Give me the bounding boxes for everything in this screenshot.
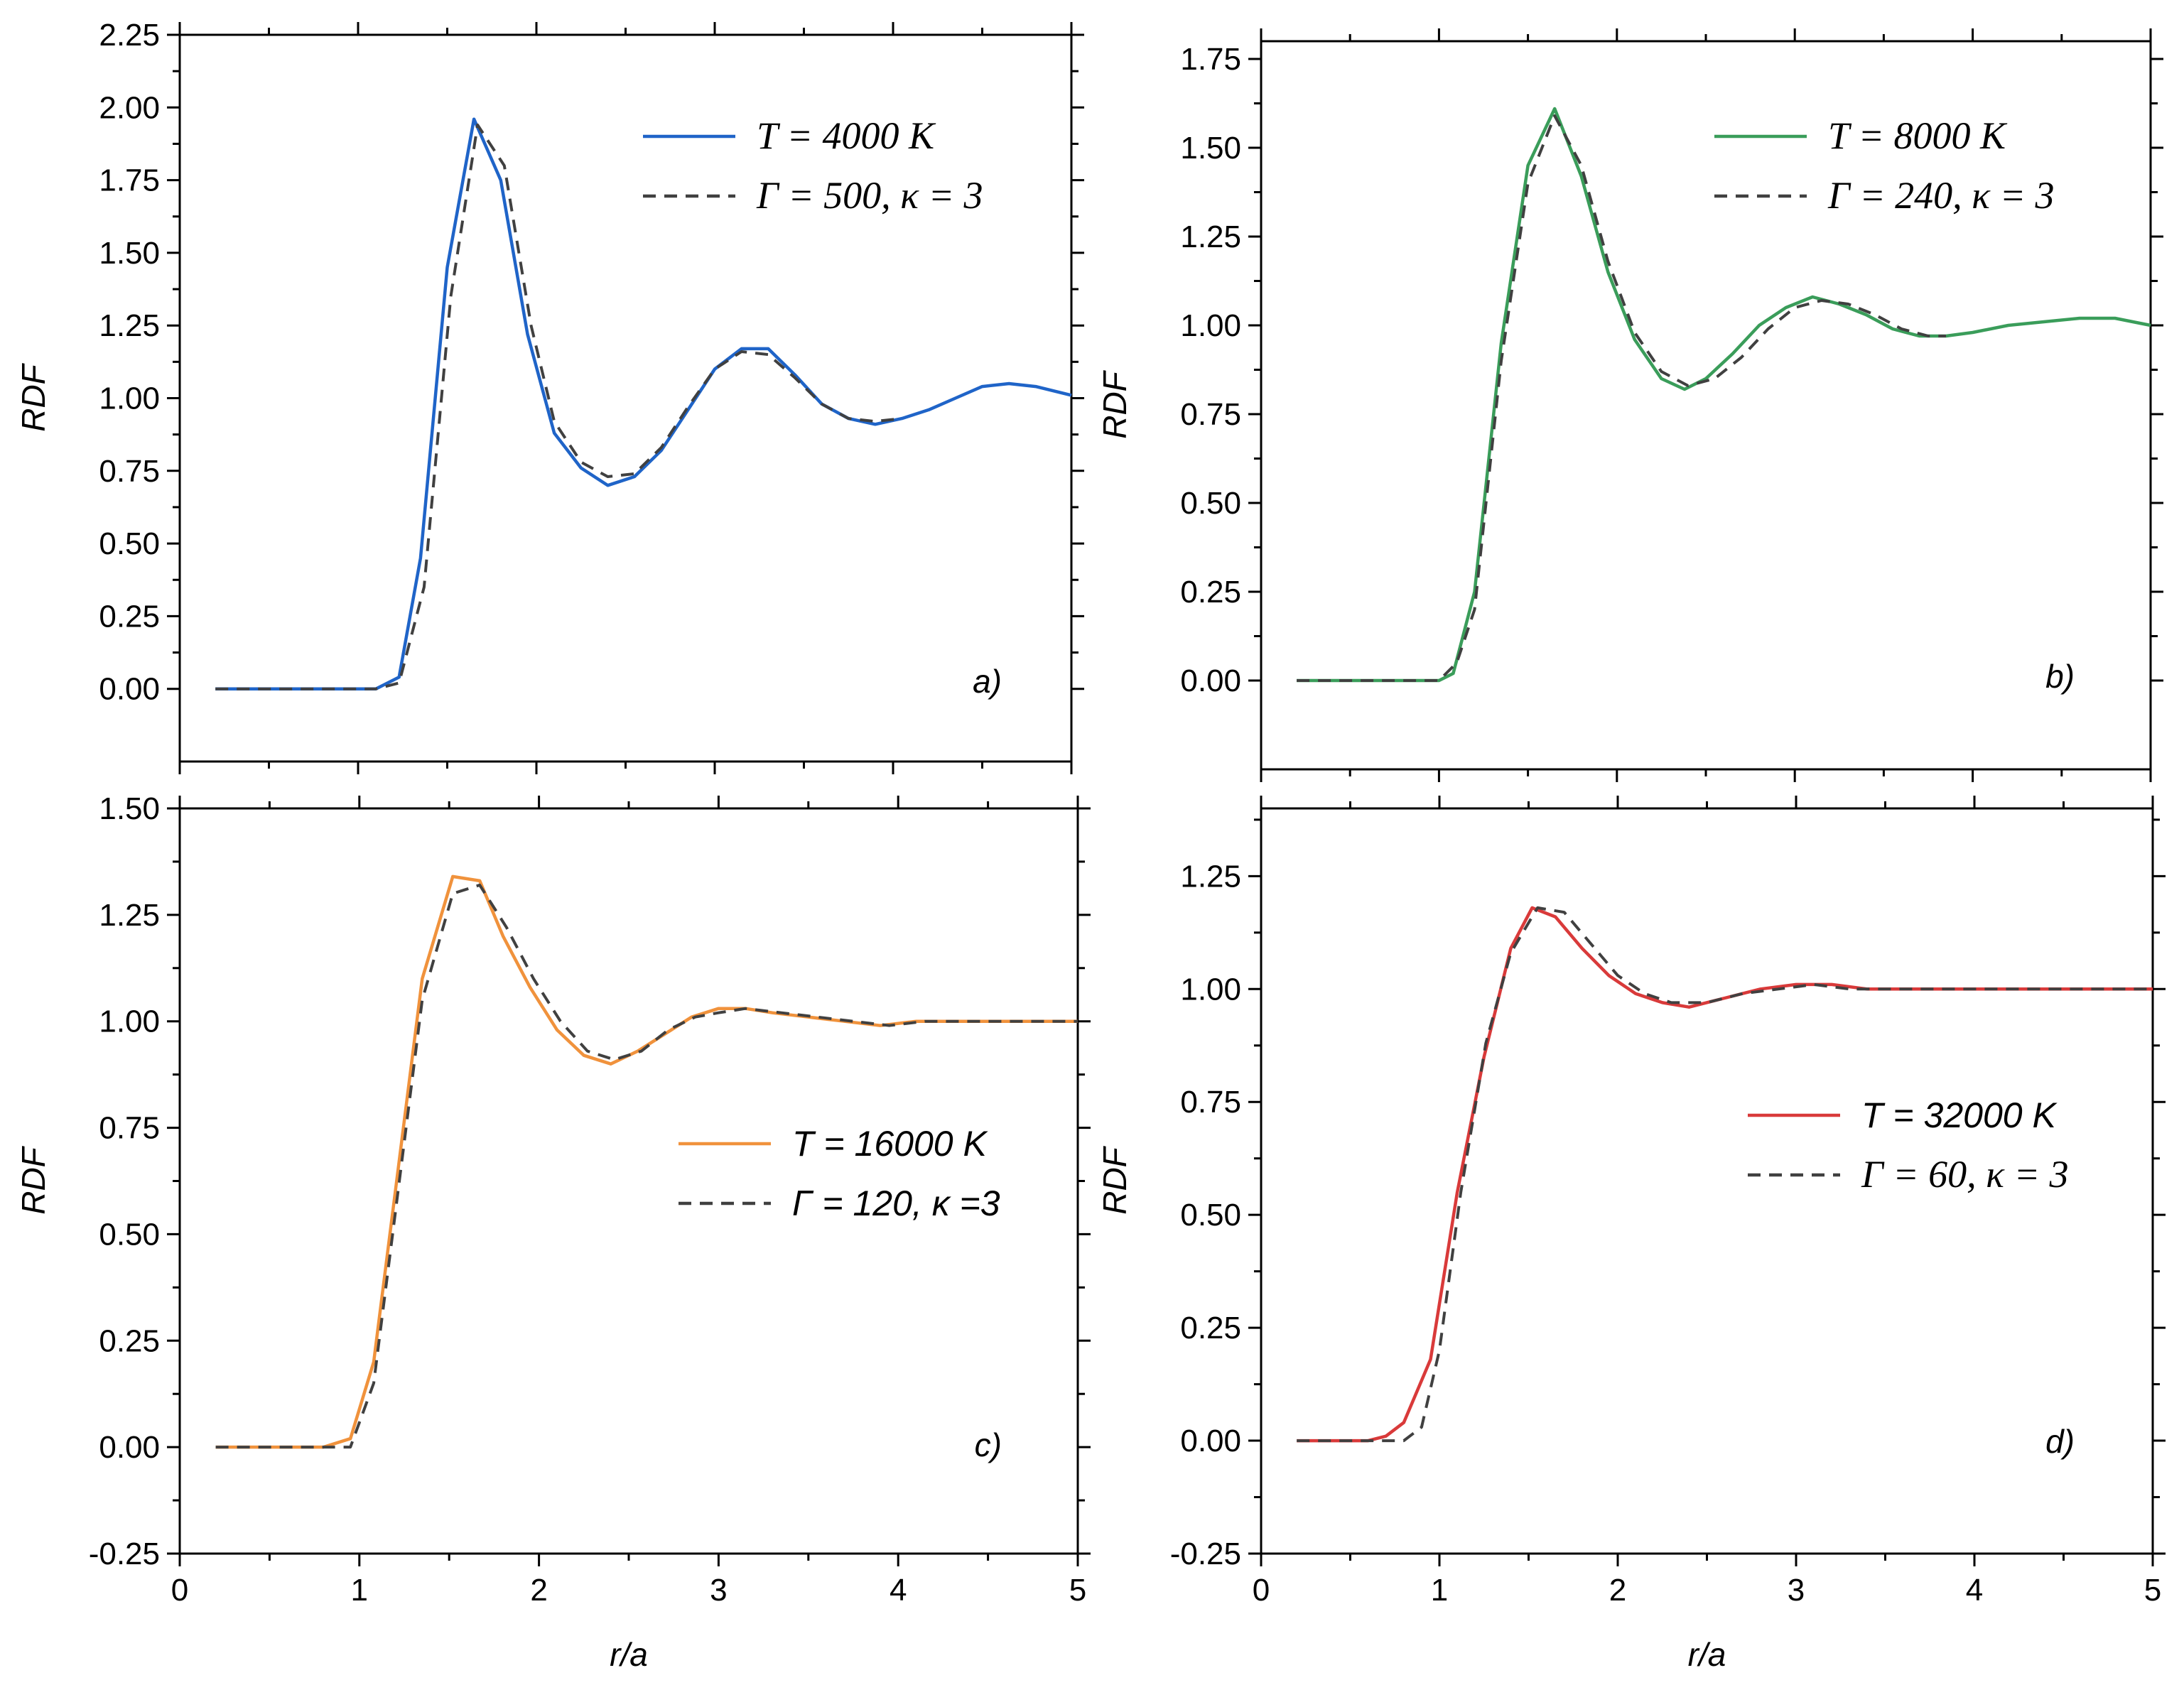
y-tick-label: -0.25 — [89, 1537, 160, 1571]
y-tick-label: 1.25 — [1180, 859, 1241, 894]
y-tick-label: 0.75 — [99, 1111, 160, 1146]
y-tick-label: 1.00 — [1180, 308, 1241, 343]
x-tick-label: 0 — [1253, 1573, 1270, 1608]
y-tick-label: 1.00 — [1180, 972, 1241, 1007]
legend-entry: Γ = 500, κ = 3 — [756, 174, 983, 217]
x-tick-label: 5 — [2144, 1573, 2161, 1608]
y-tick-label: 1.50 — [1180, 131, 1241, 166]
series-line-model — [215, 123, 902, 690]
y-tick-label: 0.75 — [1180, 397, 1241, 432]
y-tick-label: 1.50 — [99, 791, 160, 826]
y-tick-label: 0.50 — [1180, 1198, 1241, 1232]
legend-entry: Γ = 240, κ = 3 — [1827, 174, 2055, 217]
series-line-model — [1297, 906, 2153, 1443]
y-tick-label: 2.00 — [99, 90, 160, 125]
y-tick-label: 1.00 — [99, 381, 160, 416]
x-tick-label: 5 — [1069, 1573, 1086, 1608]
legend-entry: T = 8000 K — [1828, 114, 2008, 157]
x-tick-label: 0 — [171, 1573, 188, 1608]
y-tick-label: 0.25 — [1180, 575, 1241, 609]
panel-a: 0.00 0.25 0.50 0.75 1.00 1.25 1.50 1.75 2.00 2.25… — [15, 18, 1084, 774]
x-tick-label: 4 — [1966, 1573, 1983, 1608]
y-tick-label: 0.25 — [1180, 1311, 1241, 1345]
y-tick-label: 1.00 — [99, 1004, 160, 1039]
panel-d: -0.25 0.00 0.25 0.50 0.75 1.00 1.25 0 1 2 3 4 5 RDF r/… — [1096, 796, 2166, 1673]
y-axis-label: RDF — [1096, 369, 1133, 438]
series-line-simulation — [215, 117, 1072, 690]
y-tick-label: 1.50 — [99, 236, 160, 271]
x-tick-label: 3 — [710, 1573, 727, 1608]
y-axis-label: RDF — [15, 1145, 52, 1214]
x-tick-label: 2 — [530, 1573, 547, 1608]
y-tick-label: 0.00 — [99, 1430, 160, 1465]
y-tick-label: 0.50 — [99, 1217, 160, 1252]
x-axis-label: r/a — [610, 1636, 648, 1673]
x-tick-label: 2 — [1609, 1573, 1626, 1608]
y-tick-label: 1.25 — [99, 898, 160, 933]
y-tick-label: 0.25 — [99, 1323, 160, 1358]
panel-tag: d) — [2045, 1423, 2075, 1460]
y-tick-label: 1.25 — [99, 308, 160, 343]
y-tick-label: 0.50 — [99, 526, 160, 561]
y-tick-label: 1.75 — [1180, 42, 1241, 77]
y-tick-label: 2.25 — [99, 18, 160, 53]
y-tick-label: 0.00 — [99, 672, 160, 707]
y-tick-label: 1.75 — [99, 163, 160, 198]
y-tick-label: 1.25 — [1180, 220, 1241, 254]
legend-entry: Γ = 120, κ =3 — [792, 1183, 1000, 1223]
x-tick-label: 3 — [1788, 1573, 1805, 1608]
x-tick-label: 4 — [890, 1573, 907, 1608]
legend-entry: T = 16000 K — [792, 1124, 988, 1164]
y-tick-label: 0.00 — [1180, 663, 1241, 698]
y-axis-label: RDF — [1096, 1145, 1133, 1214]
plot-frame — [178, 33, 1073, 763]
x-tick-label: 1 — [351, 1573, 368, 1608]
series-line-model — [1297, 114, 1946, 682]
panel-tag: c) — [975, 1426, 1002, 1463]
panel-b: 0.00 0.25 0.50 0.75 1.00 1.25 1.50 1.75 RDF T = 8… — [1096, 28, 2163, 782]
plot-frame — [178, 807, 1079, 1555]
x-tick-label: 1 — [1431, 1573, 1448, 1608]
y-tick-label: 0.00 — [1180, 1424, 1241, 1458]
panel-tag: b) — [2045, 658, 2075, 695]
y-axis-label: RDF — [15, 362, 52, 431]
series-line-model — [215, 883, 1078, 1449]
legend-entry: Γ = 60, κ = 3 — [1861, 1153, 2069, 1196]
y-tick-label: 0.25 — [99, 599, 160, 634]
plot-frame — [1260, 40, 2152, 771]
y-tick-label: 0.75 — [1180, 1085, 1241, 1120]
legend-entry: T = 32000 K — [1861, 1095, 2058, 1135]
panel-tag: a) — [973, 663, 1002, 700]
y-tick-label: 0.75 — [99, 454, 160, 489]
series-line-simulation — [1297, 107, 2151, 683]
x-axis-label: r/a — [1688, 1636, 1726, 1673]
y-tick-label: -0.25 — [1170, 1537, 1241, 1571]
y-tick-label: 0.50 — [1180, 486, 1241, 521]
legend-entry: T = 4000 K — [757, 114, 936, 157]
panel-c: -0.25 0.00 0.25 0.50 0.75 1.00 1.25 1.50 0 1 2 3 4 5 R… — [15, 791, 1091, 1673]
